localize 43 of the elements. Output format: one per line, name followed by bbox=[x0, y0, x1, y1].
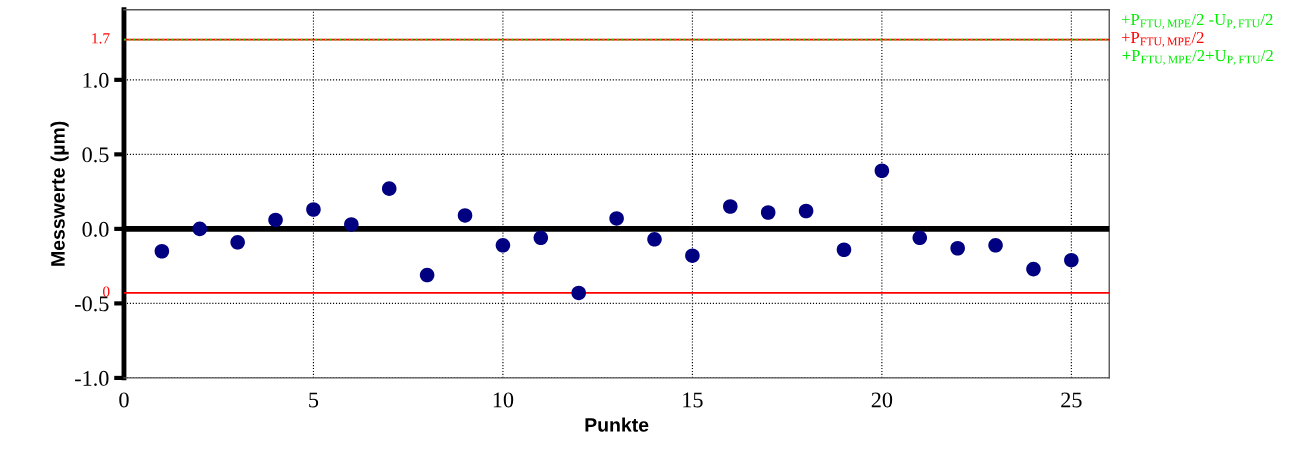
point bbox=[912, 230, 928, 246]
point bbox=[344, 217, 359, 232]
point bbox=[685, 248, 700, 263]
y-tick-label: -0.5 bbox=[75, 296, 109, 312]
y-tick-label: 0.0 bbox=[82, 221, 109, 237]
point bbox=[874, 163, 890, 179]
x-tick-label: 20 bbox=[871, 392, 893, 408]
point bbox=[988, 237, 1003, 253]
point bbox=[154, 243, 170, 259]
x-tick-label: 5 bbox=[309, 392, 319, 408]
point bbox=[1026, 261, 1041, 277]
point bbox=[723, 199, 738, 214]
point bbox=[457, 208, 473, 223]
point bbox=[381, 181, 397, 196]
point bbox=[571, 285, 586, 301]
point bbox=[647, 232, 662, 247]
y-tick-label: 0.5 bbox=[82, 147, 109, 163]
point bbox=[419, 267, 435, 283]
ref-line-label: +P$_{FTU,MPE}$/2 -U$_{P,FTU}$/2 bbox=[1121, 13, 1273, 29]
point bbox=[230, 235, 245, 250]
point bbox=[192, 221, 208, 237]
point bbox=[950, 240, 965, 256]
x-tick-label: 10 bbox=[493, 392, 514, 408]
x-axis-title: Punkte bbox=[585, 417, 649, 432]
point bbox=[760, 205, 776, 220]
point bbox=[495, 237, 511, 253]
y-axis-title: Messwerte (µm) bbox=[50, 121, 69, 266]
point bbox=[1064, 252, 1079, 268]
x-tick-label: 25 bbox=[1061, 392, 1082, 408]
point bbox=[609, 211, 624, 226]
point bbox=[798, 203, 814, 219]
annotation: +P$_{FTU,MPE}$/2+U$_{P,FTU}$/2 bbox=[1122, 49, 1273, 66]
point bbox=[533, 230, 549, 246]
text: 0 bbox=[103, 286, 110, 297]
ref-line-label: +P$_{FTU,MPE}$/2 bbox=[1121, 31, 1204, 48]
x-tick-label: 0 bbox=[119, 392, 129, 408]
y-tick-label: -1.0 bbox=[75, 370, 109, 386]
point bbox=[306, 202, 321, 217]
y-tick-label: 1.0 bbox=[83, 72, 109, 88]
point bbox=[836, 242, 852, 258]
point bbox=[268, 212, 283, 228]
x-tick-label: 15 bbox=[683, 392, 703, 408]
text: 1.7 bbox=[92, 33, 110, 44]
